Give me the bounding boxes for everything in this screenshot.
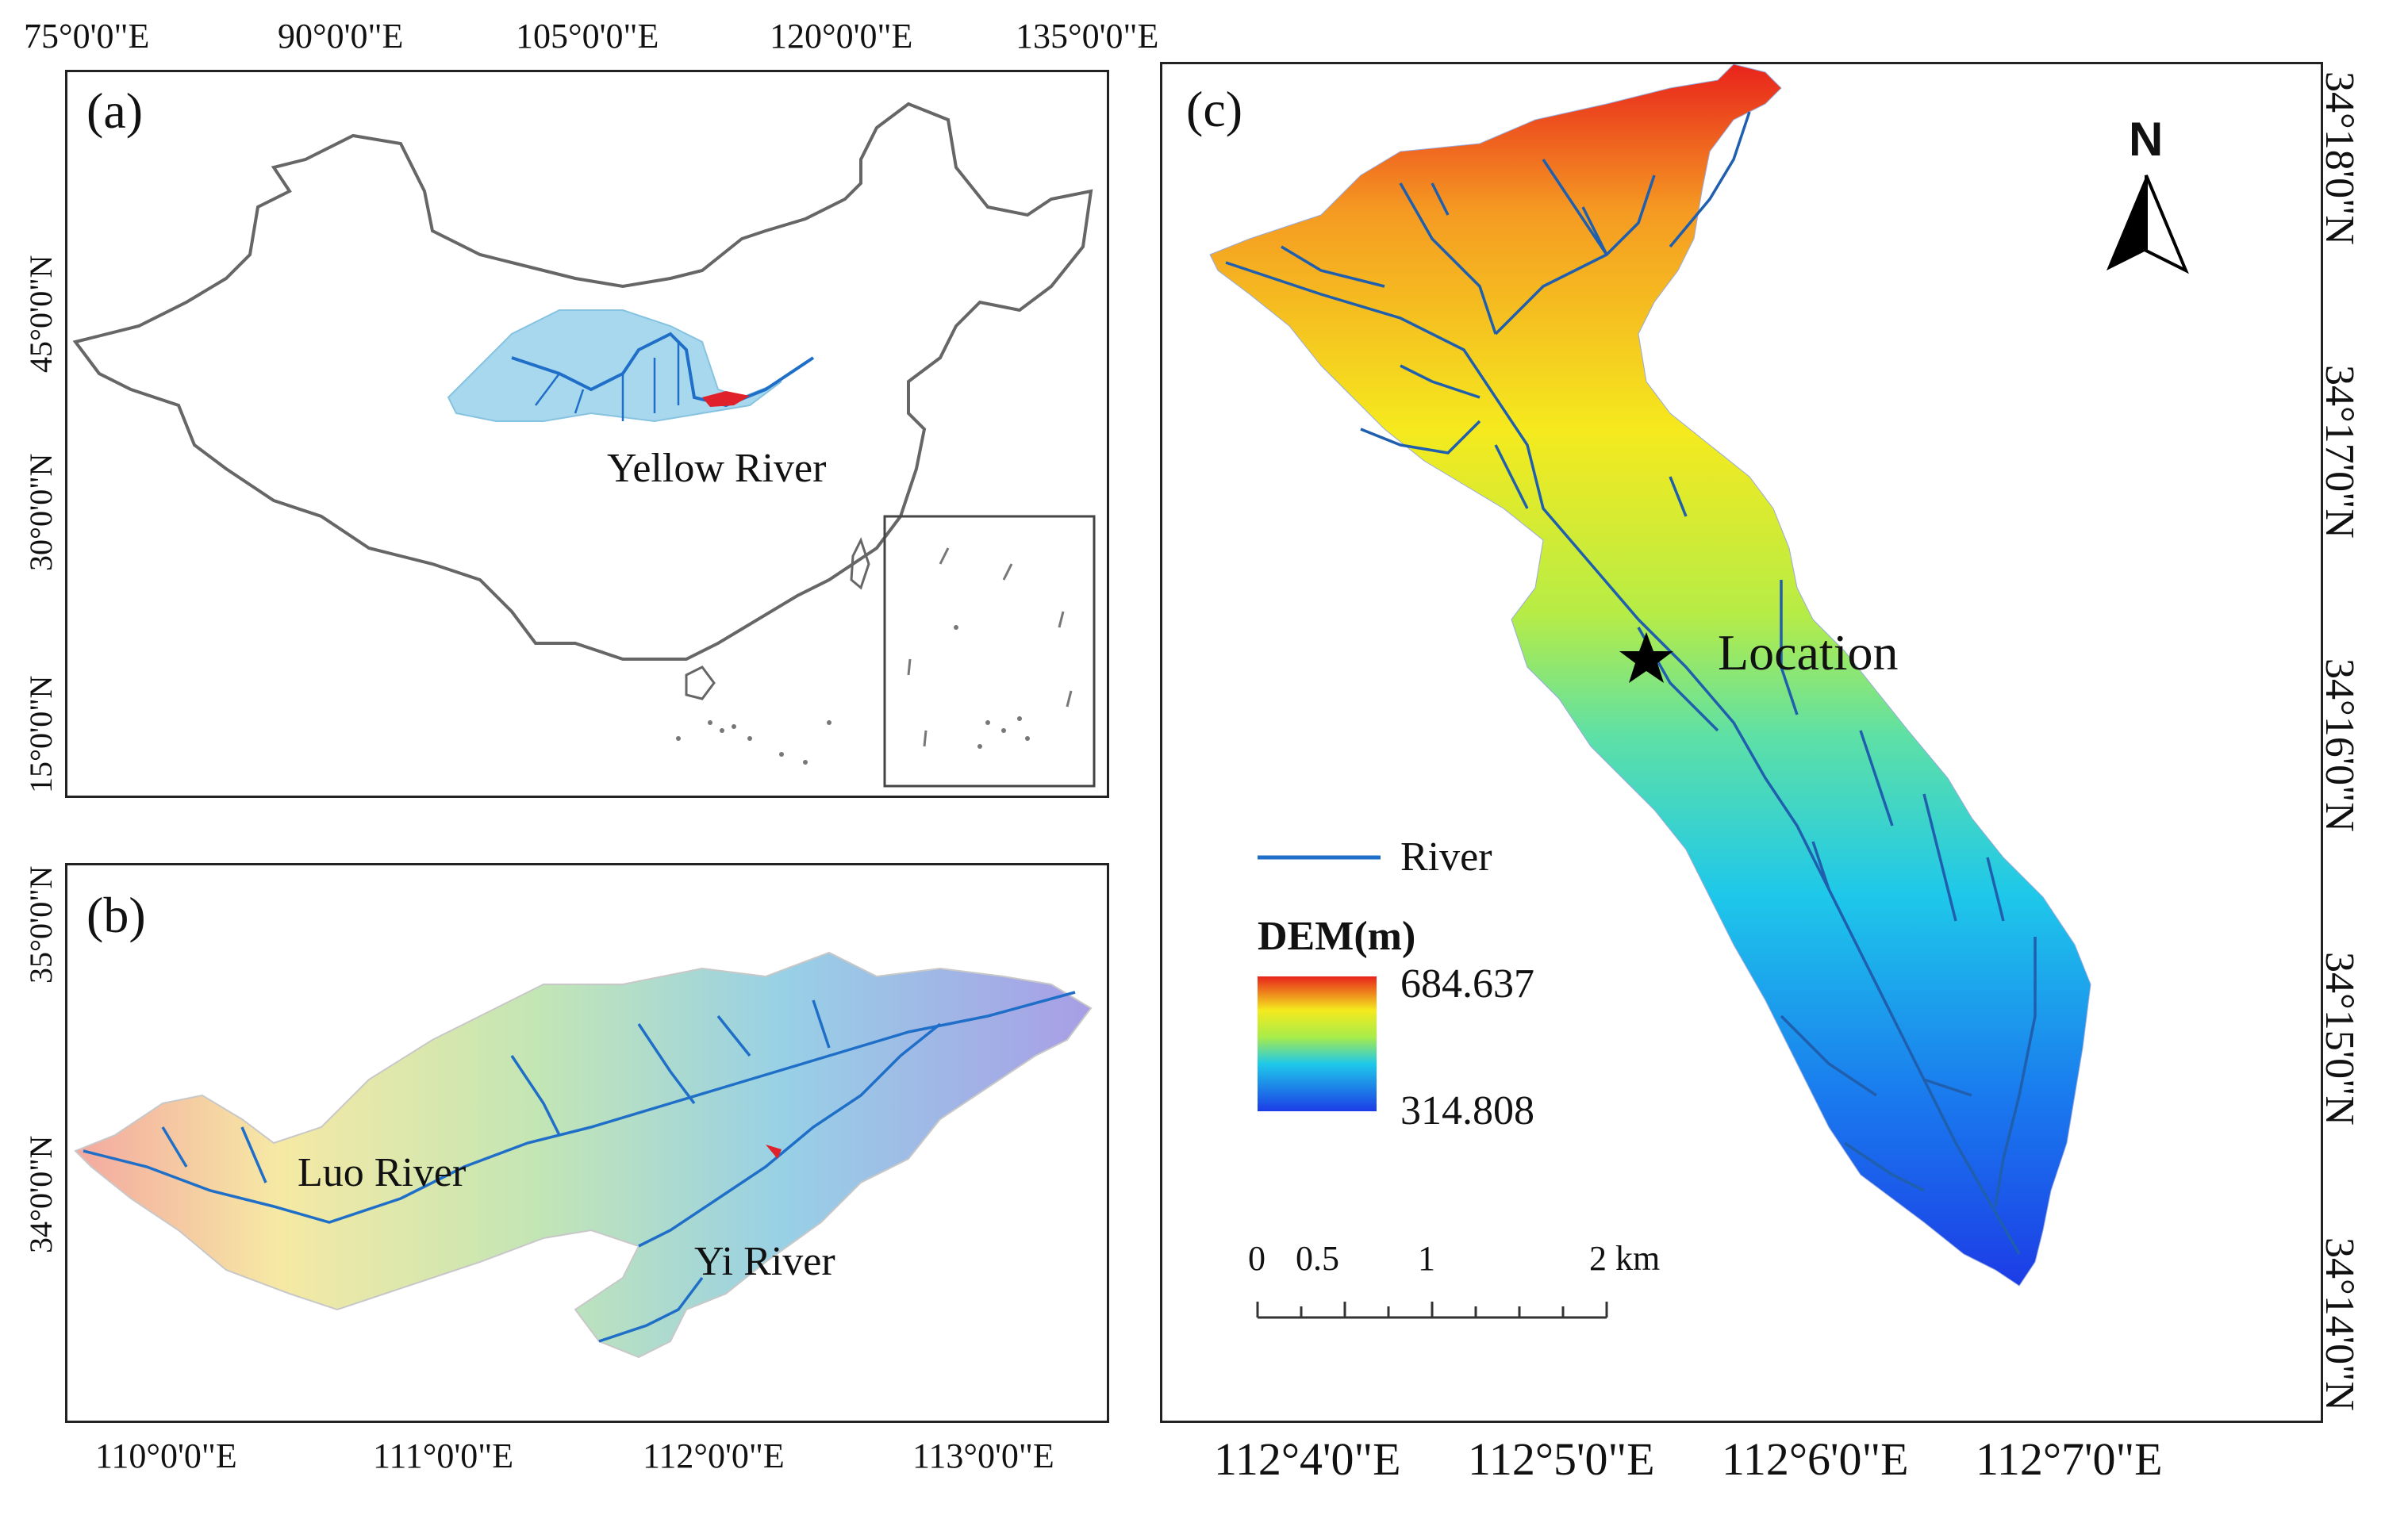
study-area-marker [702,391,750,407]
taiwan-outline [850,537,870,590]
panel-b-lon-tick-2: 112°0'0"E [643,1436,785,1475]
location-star-icon [1619,632,1673,683]
panel-c-lon-tick-0: 112°4'0"E [1214,1433,1401,1485]
scalebar-label-3: 2 km [1589,1239,1661,1278]
yi-river-label: Yi River [694,1239,835,1284]
legend-dem-max: 684.637 [1400,961,1534,1007]
panel-c-lat-tick-1: 34°17'0"N [2317,365,2362,539]
panel-b-letter: (b) [86,887,146,943]
panel-b-lon-tick-1: 111°0'0"E [373,1436,514,1475]
panel-b-luo-basin-map: (b) Luo River Yi River [65,863,1109,1423]
panel-a-lon-tick-4: 135°0'0"E [1016,17,1159,56]
legend-dem-colorbar [1258,976,1377,1111]
scale-bar [1256,1302,1608,1319]
catchment-shape [1209,64,2091,1287]
luo-basin-shape [74,951,1093,1359]
panel-a-letter: (a) [86,82,144,139]
legend-dem-title: DEM(m) [1258,914,1416,959]
panel-a-lon-tick-3: 120°0'0"E [770,17,913,56]
scalebar-label-0: 0 [1248,1239,1265,1278]
panel-c-lat-tick-4: 34°14'0"N [2317,1237,2362,1411]
legend-dem-min: 314.808 [1400,1088,1534,1133]
north-label: N [2129,113,2164,166]
location-label: Location [1718,624,1899,681]
panel-a-lon-tick-0: 75°0'0"E [24,17,150,56]
panel-c-lon-tick-2: 112°6'0"E [1722,1433,1909,1485]
panel-c-lon-tick-3: 112°7'0"E [1976,1433,2163,1485]
china-border [72,102,1093,661]
panel-c-lon-tick-1: 112°5'0"E [1468,1433,1655,1485]
yellow-river-tributaries [535,342,680,421]
panel-c-lat-tick-0: 34°18'0"N [2317,71,2362,245]
panel-a-lat-tick-2: 15°0'0"N [23,675,59,793]
south-china-sea-inset [883,515,1096,788]
panel-b-lat-tick-1: 34°0'0"N [23,1135,59,1253]
study-area-red-marker [766,1145,782,1159]
scalebar-label-1: 0.5 [1296,1239,1339,1278]
panel-b-lat-tick-0: 35°0'0"N [23,865,59,984]
panel-a-lon-tick-2: 105°0'0"E [516,17,659,56]
north-arrow-icon [2107,175,2189,274]
catchment-dem-map [1209,64,2189,1319]
china-outline-map [72,102,1096,788]
luo-basin-dem [74,951,1093,1359]
inset-islands [954,625,1030,749]
luo-river-network [83,991,1076,1343]
legend-river-label: River [1400,834,1492,880]
panel-a-lat-tick-1: 30°0'0"N [23,453,59,571]
panel-b-lon-tick-0: 110°0'0"E [95,1436,237,1475]
south-sea-islands [676,720,831,765]
panel-c-catchment-map: (c) [1160,62,2323,1423]
yellow-river-label: Yellow River [607,446,827,491]
catchment-river-network [1225,111,2037,1255]
panel-c-lat-tick-3: 34°15'0"N [2317,952,2362,1126]
luo-river-label: Luo River [298,1150,467,1195]
panel-c-letter: (c) [1186,81,1243,137]
inset-dashes [907,547,1073,747]
scalebar-label-2: 1 [1418,1239,1435,1278]
panel-c-lat-tick-2: 34°16'0"N [2317,658,2362,832]
panel-b-lon-tick-3: 113°0'0"E [912,1436,1054,1475]
panel-a-lon-tick-1: 90°0'0"E [278,17,404,56]
panel-a-china-map: (a) Yel [65,70,1109,798]
panel-a-lat-tick-0: 45°0'0"N [23,255,59,373]
hainan-outline [685,665,716,700]
